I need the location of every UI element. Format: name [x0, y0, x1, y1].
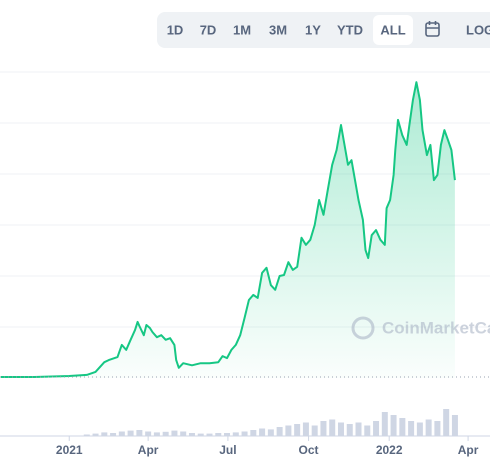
x-tick-label: Apr — [138, 443, 159, 457]
volume-bar — [346, 424, 353, 436]
x-tick-label: 2022 — [376, 443, 403, 457]
volume-bar — [153, 432, 160, 436]
volume-bar — [110, 433, 117, 436]
volume-bar — [355, 422, 362, 436]
volume-bar — [302, 422, 309, 436]
x-tick-label: Jul — [219, 443, 236, 457]
range-button[interactable]: 7D — [200, 22, 217, 37]
volume-bar — [408, 421, 415, 436]
range-button[interactable]: 1D — [167, 22, 184, 37]
volume-bar — [373, 421, 380, 436]
volume-bar — [320, 421, 327, 436]
x-tick-label: Oct — [299, 443, 319, 457]
range-button[interactable]: 1Y — [305, 22, 321, 37]
volume-bar — [145, 431, 152, 436]
volume-bar — [294, 424, 301, 436]
volume-bar — [224, 433, 231, 436]
volume-bar — [451, 415, 458, 436]
volume-bar — [311, 425, 318, 436]
selected-button-bg — [373, 15, 413, 45]
volume-bar — [337, 422, 344, 436]
volume-bar — [381, 412, 388, 436]
volume-bar — [83, 434, 90, 436]
volume-bar — [162, 431, 169, 436]
volume-bar — [443, 409, 450, 436]
volume-bar — [171, 430, 178, 436]
volume-bar — [241, 431, 248, 436]
volume-bar — [399, 418, 406, 436]
x-tick-label: Apr — [458, 443, 479, 457]
volume-bar — [267, 429, 274, 436]
volume-bar — [127, 430, 134, 436]
volume-bar — [329, 419, 336, 436]
log-button[interactable]: LOG — [466, 22, 490, 37]
range-button[interactable]: ALL — [380, 22, 405, 37]
volume-bar — [188, 433, 195, 436]
range-button[interactable]: 1M — [233, 22, 251, 37]
x-tick-label: 2021 — [56, 443, 83, 457]
volume-bar — [250, 430, 257, 436]
volume-bar — [197, 433, 204, 436]
volume-bar — [434, 421, 441, 436]
calendar-button[interactable] — [425, 21, 440, 37]
watermark-text: CoinMarketCap — [382, 318, 490, 337]
volume-bar — [390, 415, 397, 436]
volume-bar — [215, 433, 222, 436]
price-line — [0, 81, 456, 378]
volume-bar — [276, 427, 283, 436]
range-button[interactable]: YTD — [337, 22, 363, 37]
watermark: CoinMarketCap — [351, 316, 490, 340]
volume-bar — [92, 433, 99, 436]
volume-bar — [364, 425, 371, 436]
volume-bar — [101, 432, 108, 436]
volume-bar — [206, 433, 213, 436]
range-button[interactable]: 3M — [269, 22, 287, 37]
volume-bar — [259, 428, 266, 436]
volume-bar — [180, 431, 187, 436]
area — [0, 82, 455, 378]
volume-bar — [416, 422, 423, 436]
volume-bar — [118, 431, 125, 436]
volume-bar — [285, 425, 292, 436]
volume-bar — [136, 430, 143, 436]
volume-bar — [232, 432, 239, 436]
volume-bar — [425, 419, 432, 436]
